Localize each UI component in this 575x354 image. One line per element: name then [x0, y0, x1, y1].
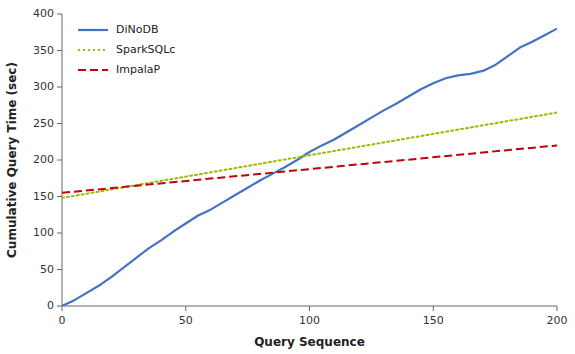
- series-line: [62, 145, 557, 192]
- x-tick: [309, 306, 310, 311]
- legend-label: DiNoDB: [116, 23, 159, 36]
- y-tick: [57, 196, 62, 197]
- y-tick-label: 50: [40, 263, 54, 276]
- x-tick-label: 150: [423, 314, 444, 327]
- y-tick-label: 400: [33, 7, 54, 20]
- legend-label: ImpalaP: [116, 63, 160, 76]
- chart-container: 0 50 100 150 200 250 300 350 400 0 50 100 150 200 Quer…: [0, 0, 575, 354]
- y-tick: [57, 160, 62, 161]
- legend-swatch: [78, 69, 108, 71]
- y-tick: [57, 14, 62, 15]
- y-tick: [57, 233, 62, 234]
- y-tick-label: 350: [33, 44, 54, 57]
- x-tick-label: 50: [179, 314, 193, 327]
- legend-label: SparkSQLc: [116, 43, 175, 56]
- axes: 0 50 100 150 200 250 300 350 400 0 50 100 150 200: [33, 7, 568, 327]
- y-tick: [57, 306, 62, 307]
- y-tick: [57, 50, 62, 51]
- legend-swatch: [78, 49, 108, 51]
- x-tick: [62, 306, 63, 311]
- x-tick: [185, 306, 186, 311]
- x-tick-label: 200: [547, 314, 568, 327]
- y-tick-label: 150: [33, 190, 54, 203]
- x-tick: [433, 306, 434, 311]
- x-tick: [557, 306, 558, 311]
- y-tick: [57, 269, 62, 270]
- x-tick-label: 0: [59, 314, 66, 327]
- legend: DiNoDB SparkSQLc ImpalaP: [78, 23, 175, 76]
- chart-svg: 0 50 100 150 200 250 300 350 400 0 50 100 150 200 Quer…: [0, 0, 575, 354]
- y-tick-label: 0: [47, 299, 54, 312]
- y-tick-label: 200: [33, 153, 54, 166]
- y-tick-label: 100: [33, 226, 54, 239]
- series-line: [62, 29, 557, 306]
- y-tick-label: 300: [33, 80, 54, 93]
- x-axis-label: Query Sequence: [254, 335, 365, 349]
- legend-swatch: [78, 29, 108, 31]
- plot-data: [62, 29, 557, 306]
- series-line: [62, 113, 557, 198]
- x-tick-label: 100: [299, 314, 320, 327]
- y-tick-label: 250: [33, 117, 54, 130]
- y-tick: [57, 123, 62, 124]
- y-axis-label: Cumulative Query Time (sec): [5, 62, 19, 258]
- y-tick: [57, 87, 62, 88]
